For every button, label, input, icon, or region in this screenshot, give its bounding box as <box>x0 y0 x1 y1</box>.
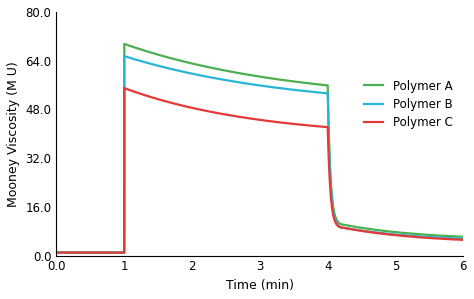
Polymer C <box>460 238 466 242</box>
Line: Polymer A: Polymer A <box>56 44 463 253</box>
Polymer A <box>453 235 458 238</box>
Polymer B <box>453 237 458 240</box>
Y-axis label: Mooney Viscosity (M U): Mooney Viscosity (M U) <box>7 61 20 207</box>
Polymer A <box>54 251 59 254</box>
Polymer C <box>240 116 246 119</box>
Polymer A <box>460 235 466 239</box>
Polymer C <box>152 97 158 100</box>
Polymer A <box>442 234 447 238</box>
Polymer C <box>219 112 225 116</box>
Polymer A <box>219 68 225 72</box>
Polymer A <box>121 42 127 46</box>
Polymer C <box>453 238 458 241</box>
Polymer B <box>219 78 225 81</box>
Line: Polymer C: Polymer C <box>56 88 463 253</box>
Polymer B <box>460 237 466 240</box>
Polymer B <box>240 81 246 85</box>
Polymer B <box>411 234 417 238</box>
Polymer A <box>240 72 246 76</box>
Polymer B <box>442 236 447 239</box>
Polymer A <box>152 52 158 56</box>
Polymer C <box>411 235 417 239</box>
Legend: Polymer A, Polymer B, Polymer C: Polymer A, Polymer B, Polymer C <box>360 75 457 134</box>
Polymer B <box>121 54 127 58</box>
X-axis label: Time (min): Time (min) <box>226 279 294 292</box>
Polymer C <box>442 237 447 241</box>
Polymer A <box>411 232 417 236</box>
Polymer C <box>121 86 127 90</box>
Line: Polymer B: Polymer B <box>56 56 463 253</box>
Polymer B <box>152 63 158 67</box>
Polymer B <box>54 251 59 254</box>
Polymer C <box>54 251 59 254</box>
